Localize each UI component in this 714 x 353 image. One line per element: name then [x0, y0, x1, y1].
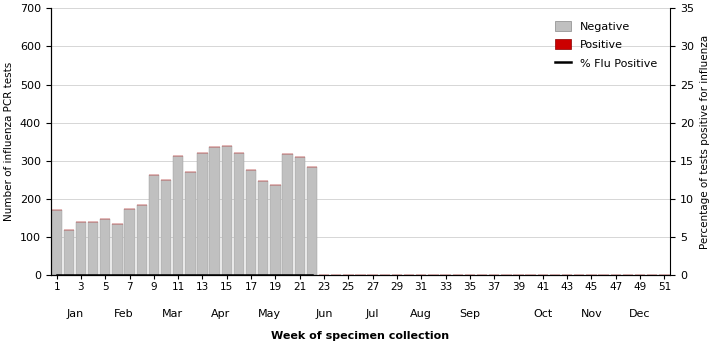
Bar — [100, 219, 111, 275]
Bar — [76, 222, 86, 275]
Bar — [124, 209, 135, 275]
Bar — [136, 205, 147, 275]
Bar — [307, 167, 317, 275]
Legend: Negative, Positive, % Flu Positive: Negative, Positive, % Flu Positive — [550, 16, 662, 73]
Bar — [271, 185, 281, 275]
Bar — [88, 222, 99, 275]
Bar — [185, 172, 196, 275]
Bar — [149, 175, 159, 275]
Bar — [64, 230, 74, 275]
Bar — [295, 157, 305, 275]
Bar — [221, 145, 232, 275]
X-axis label: Week of specimen collection: Week of specimen collection — [271, 331, 450, 341]
Bar — [233, 153, 244, 275]
Bar — [51, 210, 62, 275]
Bar — [112, 224, 123, 275]
Bar — [246, 170, 256, 275]
Bar — [209, 148, 220, 275]
Bar — [283, 154, 293, 275]
Bar — [161, 180, 171, 275]
Bar — [173, 156, 183, 275]
Bar — [258, 181, 268, 275]
Y-axis label: Percentage of tests positive for influenza: Percentage of tests positive for influen… — [700, 35, 710, 249]
Y-axis label: Number of influenza PCR tests: Number of influenza PCR tests — [4, 62, 14, 221]
Bar — [197, 153, 208, 275]
